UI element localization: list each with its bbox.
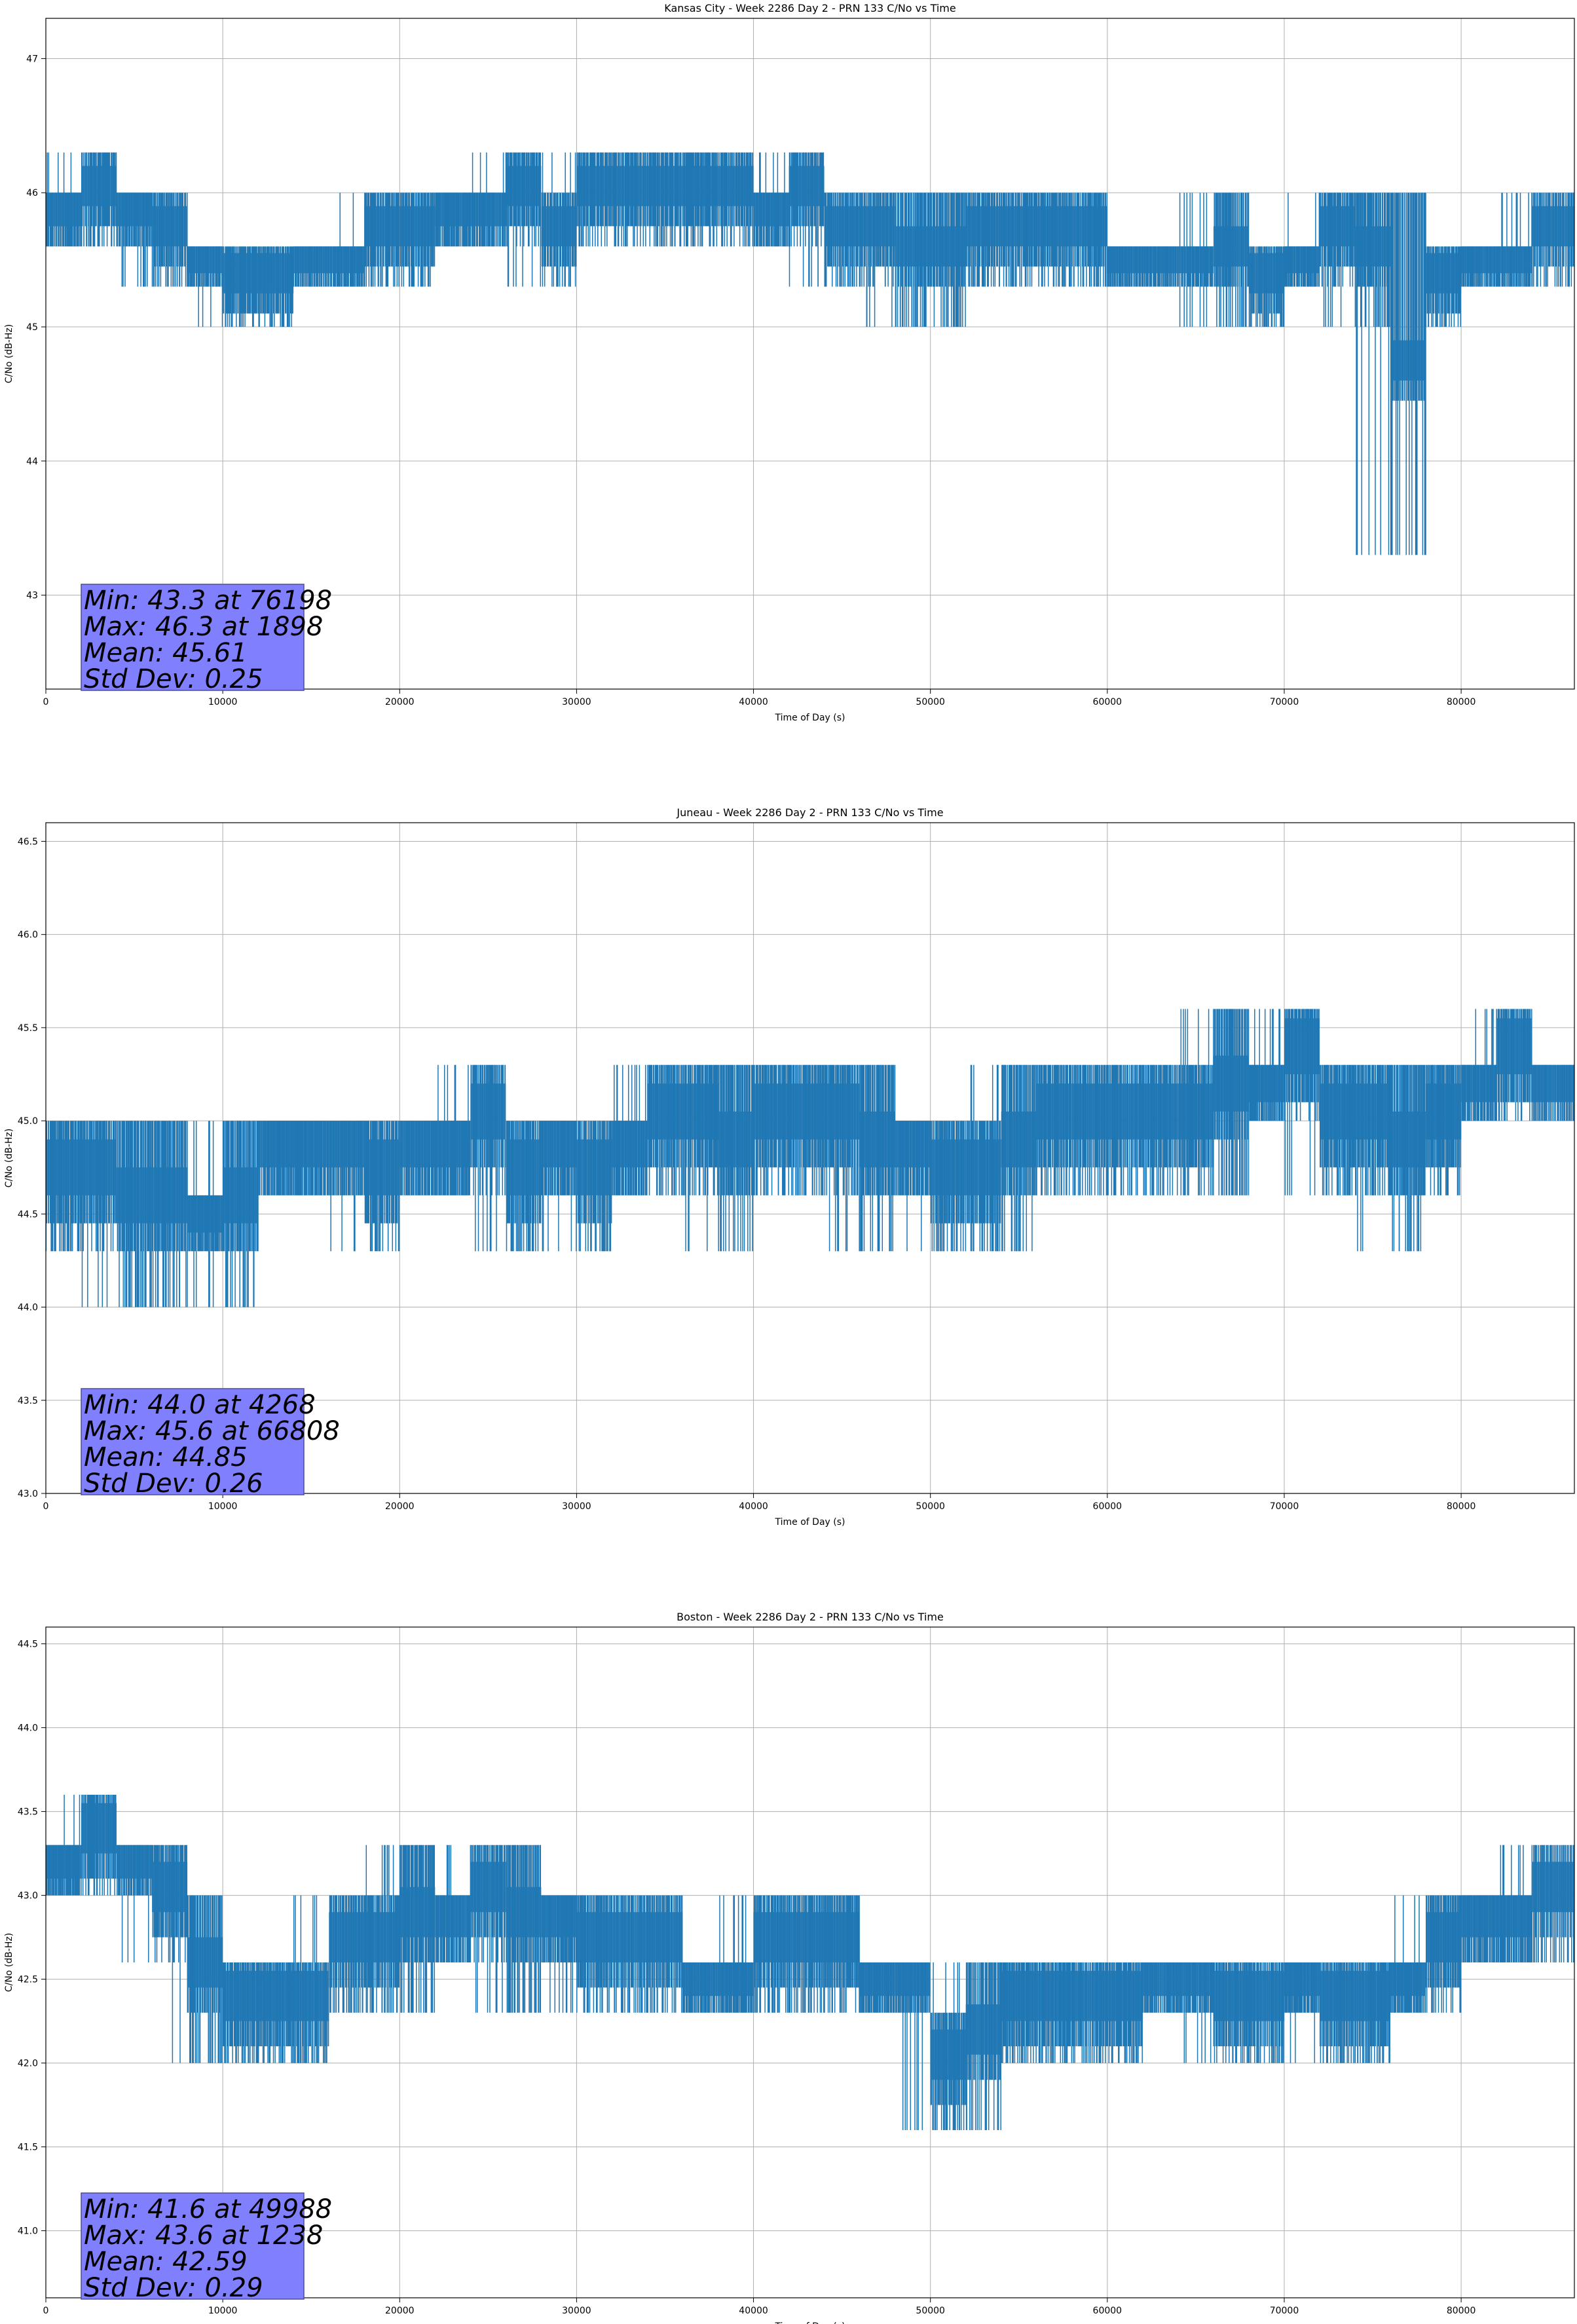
- y-tick-label: 42.5: [18, 1975, 38, 1985]
- chart-title: Juneau - Week 2286 Day 2 - PRN 133 C/No …: [676, 806, 943, 819]
- x-tick-label: 10000: [208, 697, 238, 707]
- x-tick-label: 30000: [562, 697, 591, 707]
- axes-frame: [45, 18, 1575, 690]
- y-tick-label: 41.5: [18, 2143, 38, 2153]
- y-tick-label: 44: [26, 457, 38, 467]
- x-tick-label: 0: [43, 2306, 49, 2316]
- y-tick-label: 44.0: [18, 1303, 38, 1313]
- x-tick-label: 0: [43, 1501, 49, 1512]
- data-series: [46, 152, 1574, 555]
- axes-frame: [45, 1626, 1575, 2298]
- stats-box: [81, 1388, 305, 1495]
- series-band: [541, 206, 577, 247]
- y-tick-label: 43.0: [18, 1891, 38, 1902]
- x-tick-label: 40000: [739, 697, 768, 707]
- x-tick-label: 50000: [916, 1501, 945, 1512]
- x-tick-label: 70000: [1270, 2306, 1299, 2316]
- stats-min: Min: 41.6 at 49988: [84, 2194, 332, 2224]
- y-tick-label: 44.0: [18, 1723, 38, 1734]
- x-tick-label: 10000: [208, 2306, 238, 2316]
- chart-title: Kansas City - Week 2286 Day 2 - PRN 133 …: [664, 2, 955, 14]
- x-tick-label: 80000: [1447, 2306, 1476, 2316]
- x-tick-label: 60000: [1093, 1501, 1122, 1512]
- y-tick-label: 44.5: [18, 1209, 38, 1220]
- y-tick-label: 46: [26, 188, 38, 198]
- data-series: [46, 1009, 1574, 1307]
- x-tick-label: 30000: [562, 1501, 591, 1512]
- chart-panel-1: 0 10000 20000 30000 40000 50000 60000 70000 8000…: [4, 806, 1575, 1527]
- series-band: [1532, 1064, 1574, 1102]
- y-tick-label: 44.5: [18, 1640, 38, 1650]
- y-tick-label: 42.0: [18, 2059, 38, 2069]
- stats-box: [81, 2192, 305, 2300]
- y-axis-label: C/No (dB-Hz): [4, 1129, 14, 1188]
- x-tick-label: 0: [43, 697, 49, 707]
- x-tick-label: 40000: [739, 1501, 768, 1512]
- chart-panel-2: 0 10000 20000 30000 40000 50000 60000 70000 8000…: [4, 1611, 1575, 2324]
- stats-std: Std Dev: 0.29: [84, 2273, 263, 2303]
- stats-std: Std Dev: 0.26: [84, 1469, 263, 1499]
- x-tick-label: 80000: [1447, 1501, 1476, 1512]
- y-tick-label: 46.5: [18, 836, 38, 847]
- x-tick-label: 40000: [739, 2306, 768, 2316]
- y-tick-label: 45: [26, 322, 38, 333]
- x-tick-label: 60000: [1093, 2306, 1122, 2316]
- x-tick-label: 10000: [208, 1501, 238, 1512]
- x-tick-label: 20000: [385, 697, 415, 707]
- y-tick-label: 45.0: [18, 1116, 38, 1127]
- y-tick-label: 43.5: [18, 1396, 38, 1406]
- stats-mean: Mean: 42.59: [84, 2247, 248, 2277]
- series-line: [46, 152, 1574, 555]
- y-tick-label: 46.0: [18, 930, 38, 941]
- stats-min: Min: 43.3 at 76198: [84, 586, 332, 616]
- x-tick-label: 50000: [916, 697, 945, 707]
- x-tick-label: 60000: [1093, 697, 1122, 707]
- data-series: [46, 1795, 1574, 2130]
- stats-std: Std Dev: 0.25: [84, 664, 263, 694]
- stats-min: Min: 44.0 at 4268: [84, 1390, 316, 1420]
- series-line: [46, 1795, 1574, 2130]
- stats-max: Max: 45.6 at 66808: [84, 1416, 340, 1446]
- chart-panel-0: 0 10000 20000 30000 40000 50000 60000 70000 8000…: [4, 2, 1575, 723]
- x-tick-label: 70000: [1270, 697, 1299, 707]
- stats-box: [81, 584, 305, 691]
- y-tick-label: 41.0: [18, 2226, 38, 2237]
- x-tick-label: 20000: [385, 1501, 415, 1512]
- x-axis-label: Time of Day (s): [775, 1517, 845, 1527]
- series-band: [1461, 246, 1497, 274]
- y-axis-label: C/No (dB-Hz): [4, 324, 14, 383]
- stats-mean: Mean: 45.61: [84, 638, 248, 668]
- stats-max: Max: 46.3 at 1898: [84, 612, 323, 642]
- x-axis-label: Time of Day (s): [775, 713, 845, 723]
- stats-max: Max: 43.6 at 1238: [84, 2221, 323, 2251]
- axes-frame: [45, 822, 1575, 1494]
- series-band: [1001, 1111, 1037, 1168]
- x-tick-label: 80000: [1447, 697, 1476, 707]
- y-tick-label: 47: [26, 54, 38, 64]
- x-axis-label: Time of Day (s): [775, 2321, 845, 2324]
- series-line: [46, 1009, 1574, 1307]
- x-tick-label: 50000: [916, 2306, 945, 2316]
- x-tick-label: 30000: [562, 2306, 591, 2316]
- chart-title: Boston - Week 2286 Day 2 - PRN 133 C/No …: [677, 1611, 944, 1623]
- y-tick-label: 43.5: [18, 1807, 38, 1818]
- stats-mean: Mean: 44.85: [84, 1442, 248, 1472]
- x-tick-label: 20000: [385, 2306, 415, 2316]
- y-tick-label: 43.0: [18, 1489, 38, 1499]
- y-tick-label: 45.5: [18, 1023, 38, 1034]
- y-axis-label: C/No (dB-Hz): [4, 1933, 14, 1992]
- y-tick-label: 43: [26, 591, 38, 601]
- x-tick-label: 70000: [1270, 1501, 1299, 1512]
